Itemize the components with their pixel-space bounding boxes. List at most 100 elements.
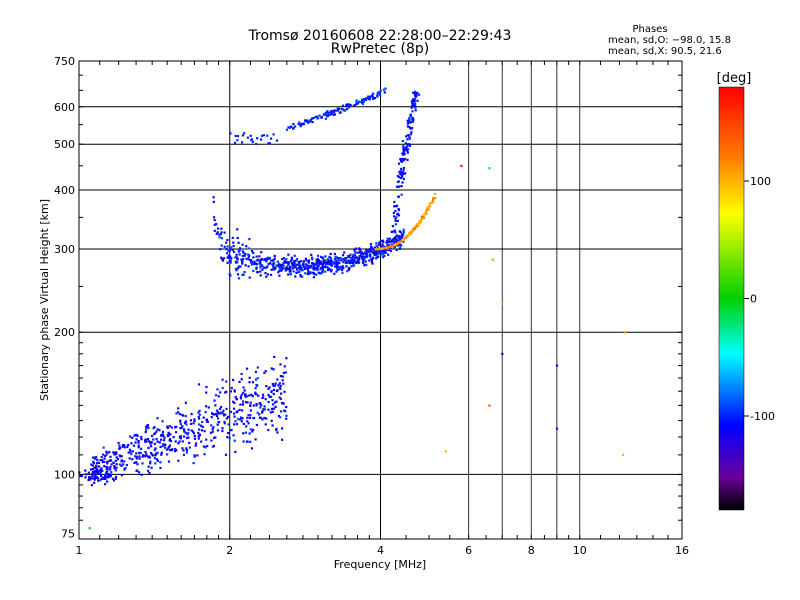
e-region-point [141,462,144,465]
upper-trace-point [328,113,331,116]
f-trace-o-point [363,264,366,267]
e-region-point [175,412,178,415]
f-trace-o-point [410,131,413,134]
e-region-point [136,463,139,466]
f-trace-o-point [248,276,251,279]
f-trace-o-point [218,233,221,236]
e-region-point [184,401,187,404]
e-region-point [101,469,104,472]
f-trace-o-point [266,265,269,268]
f-trace-o-point [250,261,253,264]
e-region-point [121,445,124,448]
e-region-point [283,390,286,393]
f-trace-o-point [370,257,373,261]
e-region-point [179,435,182,438]
upper-trace-point [369,95,372,98]
e-region-point [240,420,243,423]
e-region-point [158,429,161,432]
f-trace-o-point [249,259,253,262]
e-region-point [91,464,94,467]
e-region-point [198,435,201,438]
f-trace-o-point [292,270,295,273]
f-trace-o-point [375,257,378,260]
e-region-point [105,475,108,478]
f-trace-o-point [372,251,375,254]
e-region-point [161,430,164,433]
f-trace-o-point [292,266,295,269]
f-trace-x-point [413,226,416,229]
f-trace-o-point [396,180,399,184]
y-tick-label-750: 750 [54,55,75,68]
f-trace-o-point [368,259,371,262]
e-region-point [229,410,232,413]
e-region-point [135,452,138,455]
f-trace-o-point [242,257,245,261]
e-region-point [201,425,204,428]
chart-title: Tromsø 20160608 22:28:00–22:29:43 [248,28,512,44]
f-trace-o-point [399,231,402,234]
f-trace-o-point [255,259,258,262]
e-region-point [120,464,123,467]
f-trace-o-point [324,266,327,269]
e-region-point [87,471,90,474]
e-region-point [248,376,251,379]
e-region-point [227,423,230,426]
e-region-point [213,436,216,439]
f-trace-o-point [402,147,405,150]
e-region-point [275,389,278,392]
e-region-point [255,393,258,396]
e-region-point [108,451,111,454]
f-trace-o-point [401,171,404,174]
e-region-point [180,427,183,430]
f-trace-o-point [380,252,384,255]
f-trace-o-point [412,118,415,121]
e-region-point [276,378,279,381]
e-region-point [137,441,140,444]
f-trace-o-point [351,262,355,265]
e-region-point [185,423,188,426]
f-trace-o-point [239,265,242,268]
f-trace-o-point [409,121,412,124]
e-region-point [223,422,226,425]
axis-ticks [79,61,682,539]
f-trace-x-point [434,196,437,199]
f-trace-o-point [318,272,321,275]
f-trace-o-point [406,119,409,122]
e-region-point [131,450,134,453]
f-trace-o-point [334,255,337,258]
e-region-point [252,417,255,420]
e-region-point [267,408,270,411]
f-trace-o-point [317,263,320,266]
f-trace-o-point [412,91,415,94]
e-region-point [263,416,266,420]
e-region-point [272,384,275,387]
upper-trace-point [367,97,370,100]
e-region-point [264,423,267,426]
f-trace-o-point [366,255,369,258]
f-trace-o-point [304,263,307,266]
e-region-point [90,476,93,479]
f-trace-o-point [335,270,338,273]
f-trace-o-point [312,267,315,270]
e-region-point [238,380,241,383]
f-trace-o-point [329,262,332,265]
f-trace-o-point [237,248,240,251]
f-trace-o-point [327,269,330,272]
f-trace-x-point [381,247,384,250]
f-trace-o-point [416,91,419,95]
e-region-point [269,411,272,414]
e-region-point [203,453,206,456]
f-trace-o-point [281,257,284,261]
e-region-point [150,453,153,456]
e-region-point [154,462,157,465]
f-trace-o-point [288,268,291,271]
f-trace-o-point [377,249,381,252]
e-region-point [195,442,198,445]
f-trace-o-point [231,236,234,239]
e-region-point [244,393,247,396]
e-region-point [189,422,193,425]
e-region-point [140,473,143,476]
e-region-point [80,474,83,478]
f-trace-o-point [324,255,327,258]
